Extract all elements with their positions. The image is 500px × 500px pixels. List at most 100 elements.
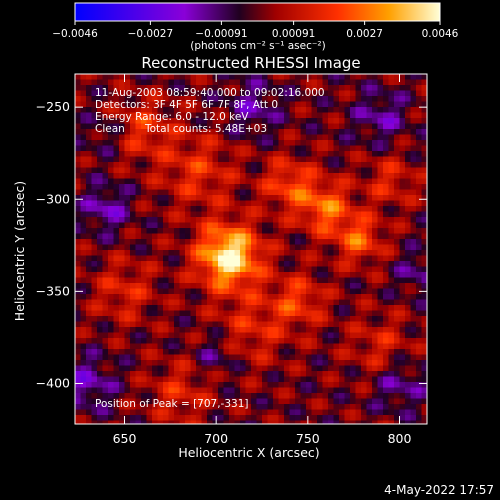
heatmap-cell: [284, 85, 290, 91]
heatmap-cell: [262, 184, 268, 190]
heatmap-cell: [190, 398, 197, 405]
heatmap-cell: [174, 74, 180, 80]
heatmap-cell: [91, 409, 98, 416]
heatmap-cell: [97, 167, 103, 174]
heatmap-cell: [366, 387, 373, 394]
heatmap-cell: [108, 393, 114, 399]
heatmap-cell: [80, 101, 87, 108]
heatmap-cell: [152, 228, 158, 234]
heatmap-cell: [399, 376, 406, 383]
heatmap-cell: [295, 140, 301, 146]
heatmap-cell: [388, 310, 395, 317]
heatmap-cell: [333, 167, 340, 174]
heatmap-cell: [240, 398, 246, 405]
heatmap-cell: [218, 85, 224, 91]
heatmap-cell: [146, 354, 153, 361]
heatmap-cell: [168, 387, 175, 394]
annotation-energy-range: Energy Range: 6.0 - 12.0 keV: [95, 111, 249, 123]
heatmap-cell: [383, 409, 389, 416]
heatmap-cell: [339, 382, 345, 388]
heatmap-cell: [152, 261, 158, 267]
heatmap-cell: [157, 261, 164, 267]
heatmap-cell: [383, 420, 389, 424]
heatmap-cell: [262, 371, 268, 377]
heatmap-cell: [130, 211, 136, 218]
heatmap-cell: [267, 178, 274, 185]
heatmap-cell: [355, 404, 362, 410]
heatmap-cell: [141, 409, 147, 416]
heatmap-cell: [234, 167, 241, 174]
heatmap-cell: [185, 250, 191, 256]
heatmap-cell: [234, 354, 241, 361]
heatmap-cell: [146, 283, 153, 289]
heatmap-cell: [355, 360, 362, 366]
heatmap-cell: [394, 90, 400, 97]
heatmap-cell: [311, 211, 318, 218]
heatmap-cell: [339, 156, 345, 163]
heatmap-cell: [421, 211, 427, 218]
heatmap-cell: [278, 211, 285, 218]
heatmap-cell: [394, 294, 400, 300]
heatmap-cell: [179, 145, 186, 152]
heatmap-cell: [251, 321, 257, 328]
heatmap-cell: [97, 387, 103, 394]
heatmap-cell: [201, 354, 208, 361]
heatmap-cell: [344, 200, 351, 207]
heatmap-cell: [157, 365, 164, 372]
heatmap-cell: [306, 277, 312, 284]
heatmap-cell: [229, 420, 235, 424]
heatmap-cell: [339, 184, 345, 190]
heatmap-cell: [372, 233, 378, 240]
heatmap-cell: [75, 184, 81, 190]
heatmap-cell: [245, 195, 252, 201]
heatmap-cell: [80, 129, 87, 135]
heatmap-cell: [328, 294, 334, 300]
heatmap-cell: [146, 74, 153, 80]
heatmap-cell: [163, 349, 169, 355]
heatmap-cell: [273, 151, 279, 157]
heatmap-cell: [383, 200, 389, 207]
heatmap-cell: [179, 228, 186, 234]
heatmap-cell: [333, 321, 340, 328]
heatmap-cell: [339, 360, 345, 366]
heatmap-cell: [135, 195, 142, 201]
annotation-peak-position: Position of Peak = [707,-331]: [95, 398, 249, 410]
heatmap-cell: [141, 310, 147, 317]
heatmap-cell: [207, 200, 213, 207]
heatmap-cell: [86, 360, 92, 366]
heatmap-cell: [383, 360, 389, 366]
heatmap-cell: [267, 239, 274, 245]
heatmap-cell: [355, 79, 362, 86]
heatmap-cell: [333, 107, 340, 113]
heatmap-cell: [421, 107, 427, 113]
heatmap-cell: [306, 365, 312, 372]
heatmap-cell: [273, 393, 279, 399]
heatmap-cell: [410, 222, 417, 229]
heatmap-cell: [377, 239, 384, 245]
heatmap-cell: [234, 145, 241, 152]
heatmap-cell: [289, 360, 296, 366]
heatmap-cell: [141, 244, 147, 251]
heatmap-cell: [245, 189, 252, 196]
heatmap-cell: [190, 349, 197, 355]
heatmap-cell: [174, 299, 180, 306]
heatmap-cell: [223, 321, 230, 328]
heatmap-cell: [311, 332, 318, 339]
heatmap-cell: [333, 129, 340, 135]
heatmap-cell: [366, 162, 373, 168]
heatmap-cell: [179, 244, 186, 251]
heatmap-cell: [223, 140, 230, 146]
heatmap-cell: [119, 272, 125, 278]
heatmap-cell: [262, 96, 268, 102]
heatmap-cell: [306, 393, 312, 399]
heatmap-cell: [135, 250, 142, 256]
heatmap-cell: [344, 365, 351, 372]
heatmap-cell: [317, 79, 323, 86]
heatmap-cell: [311, 123, 318, 130]
heatmap-cell: [289, 354, 296, 361]
heatmap-cell: [388, 354, 395, 361]
heatmap-cell: [278, 74, 285, 80]
heatmap-cell: [185, 173, 191, 179]
heatmap-cell: [344, 96, 351, 102]
heatmap-cell: [311, 74, 318, 80]
